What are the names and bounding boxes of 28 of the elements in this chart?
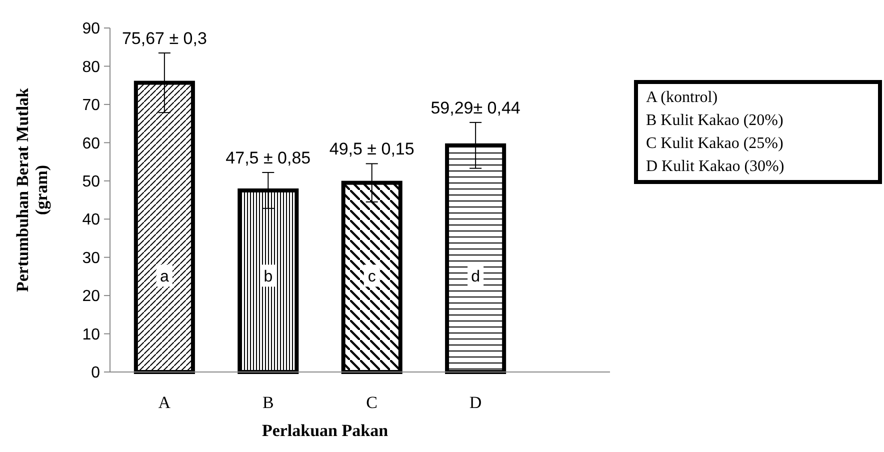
x-tick-label: D: [469, 393, 482, 412]
x-axis-title: Perlakuan Pakan: [262, 421, 389, 440]
y-tick-label: 50: [82, 173, 100, 190]
y-tick-label: 20: [82, 288, 100, 306]
y-tick-label: 90: [82, 20, 100, 38]
x-tick-label: A: [158, 393, 172, 412]
y-tick-label: 40: [82, 212, 100, 229]
data-label: 75,67 ± 0,3: [122, 28, 207, 48]
text: C Kulit Kakao (25%): [646, 135, 784, 152]
y-axis-title: Pertumbuhan Berat Mutlak (gram): [13, 87, 51, 292]
annotation: d: [471, 268, 480, 286]
annotation: a: [160, 268, 169, 286]
y-tick-label: 60: [82, 135, 100, 152]
data-label: 47,5 ± 0,85: [226, 148, 311, 168]
y-tick-label: 10: [82, 326, 100, 344]
text: D Kulit Kakao (30%): [646, 158, 784, 175]
annotation: c: [368, 268, 376, 286]
y-tick-label: 70: [82, 97, 100, 114]
data-label: 59,29± 0,44: [430, 98, 520, 118]
text: B Kulit Kakao (20%): [646, 112, 784, 129]
data-label: 49,5 ± 0,15: [329, 140, 414, 159]
x-tick-label: C: [366, 393, 378, 412]
y-tick-label: 80: [82, 58, 100, 76]
annotation: b: [264, 268, 273, 286]
y-tick-label: 0: [91, 364, 100, 382]
x-tick-label: B: [262, 393, 274, 412]
y-tick-label: 30: [82, 250, 100, 267]
text: A (kontrol): [646, 89, 718, 106]
